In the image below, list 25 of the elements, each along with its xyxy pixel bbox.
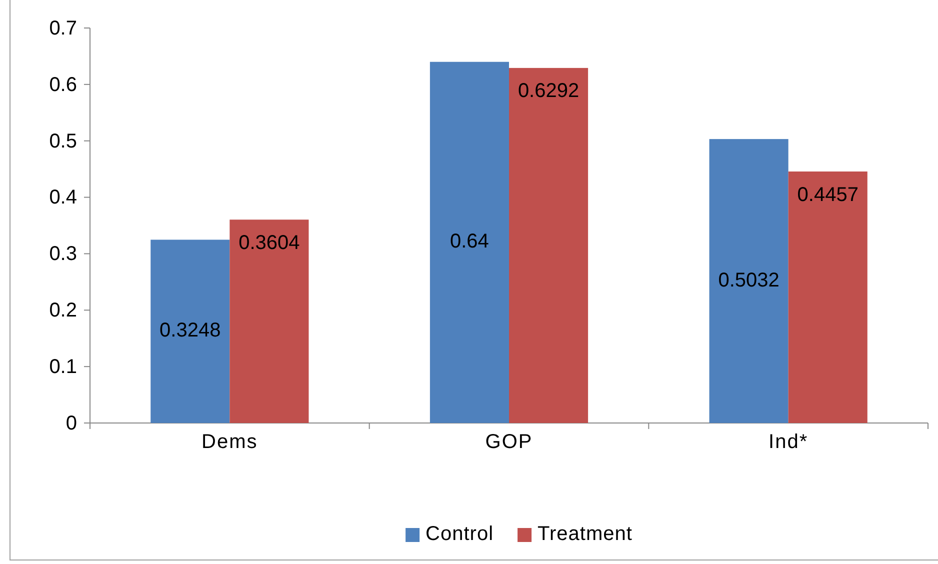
y-tick-label: 0.1: [49, 356, 77, 378]
legend-label: Control: [426, 523, 494, 545]
x-tick-label: GOP: [485, 431, 533, 453]
y-tick-label: 0.5: [49, 130, 77, 152]
bar: [230, 220, 309, 423]
bar: [509, 68, 588, 423]
y-tick-label: 0: [66, 412, 77, 434]
data-label: 0.4457: [797, 184, 858, 206]
y-tick-label: 0.3: [49, 243, 77, 266]
y-tick-label: 0.2: [49, 300, 77, 322]
data-label: 0.3604: [238, 232, 300, 254]
x-tick-label: Dems: [202, 431, 258, 453]
y-tick-label: 0.4: [49, 186, 77, 209]
data-label: 0.3248: [160, 320, 221, 342]
data-label: 0.64: [450, 230, 489, 253]
data-label: 0.6292: [518, 80, 580, 102]
bar: [788, 172, 868, 423]
y-tick-label: 0.6: [49, 74, 77, 96]
bar: [430, 62, 509, 423]
bar: [150, 240, 230, 423]
legend-label: Treatment: [538, 523, 632, 545]
y-tick-label: 0.7: [49, 17, 77, 40]
bar: [709, 139, 788, 423]
x-tick-label: Ind*: [768, 431, 808, 453]
data-label: 0.5032: [718, 269, 780, 292]
